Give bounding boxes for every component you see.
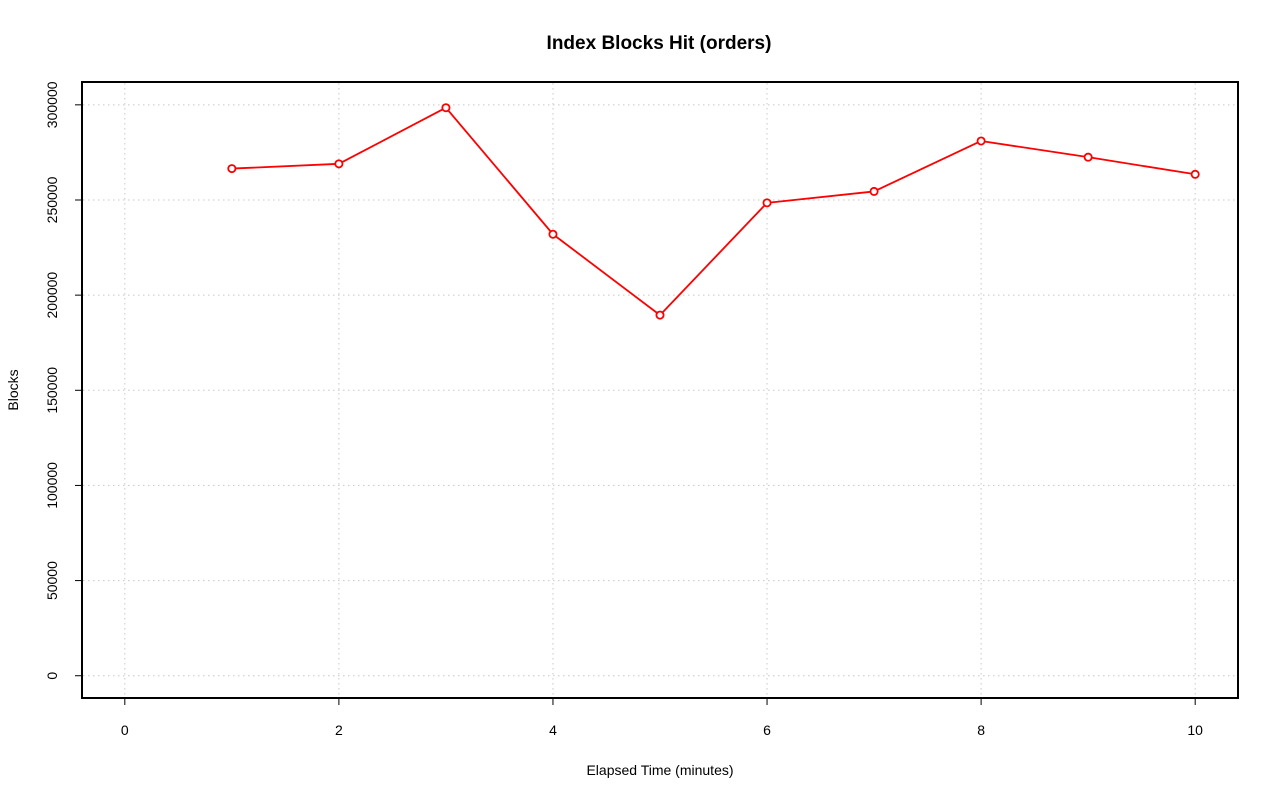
data-point (227, 164, 237, 174)
y-tick-label: 200000 (44, 272, 60, 319)
data-point (334, 159, 344, 169)
x-tick-label: 6 (763, 722, 771, 738)
x-tick-label: 8 (977, 722, 985, 738)
y-axis: 0 50000 100000 150000 200000 250000 300000 (44, 81, 82, 680)
y-tick-label: 100000 (44, 462, 60, 509)
data-point (976, 136, 986, 146)
y-tick-label: 0 (44, 672, 60, 680)
plot-frame (81, 81, 1239, 699)
data-point (1190, 169, 1200, 179)
x-tick-label: 0 (121, 722, 129, 738)
x-tick-label: 4 (549, 722, 557, 738)
data-point (1083, 152, 1093, 162)
data-point (655, 310, 665, 320)
data-point (869, 186, 879, 196)
data-point (762, 198, 772, 208)
y-tick-label: 50000 (44, 561, 60, 600)
series-line (231, 106, 1196, 317)
y-tick-label: 300000 (44, 81, 60, 128)
x-tick-label: 10 (1187, 722, 1203, 738)
y-axis-label: Blocks (5, 369, 21, 410)
grid (83, 83, 1237, 697)
y-tick-label: 150000 (44, 367, 60, 414)
y-tick-label: 250000 (44, 176, 60, 223)
series-layer (227, 103, 1200, 320)
x-axis: 0 2 4 6 8 10 (121, 698, 1203, 738)
data-point (441, 103, 451, 113)
chart-title: Index Blocks Hit (orders) (547, 33, 772, 54)
x-tick-label: 2 (335, 722, 343, 738)
data-point (548, 229, 558, 239)
x-axis-label: Elapsed Time (minutes) (586, 762, 733, 778)
